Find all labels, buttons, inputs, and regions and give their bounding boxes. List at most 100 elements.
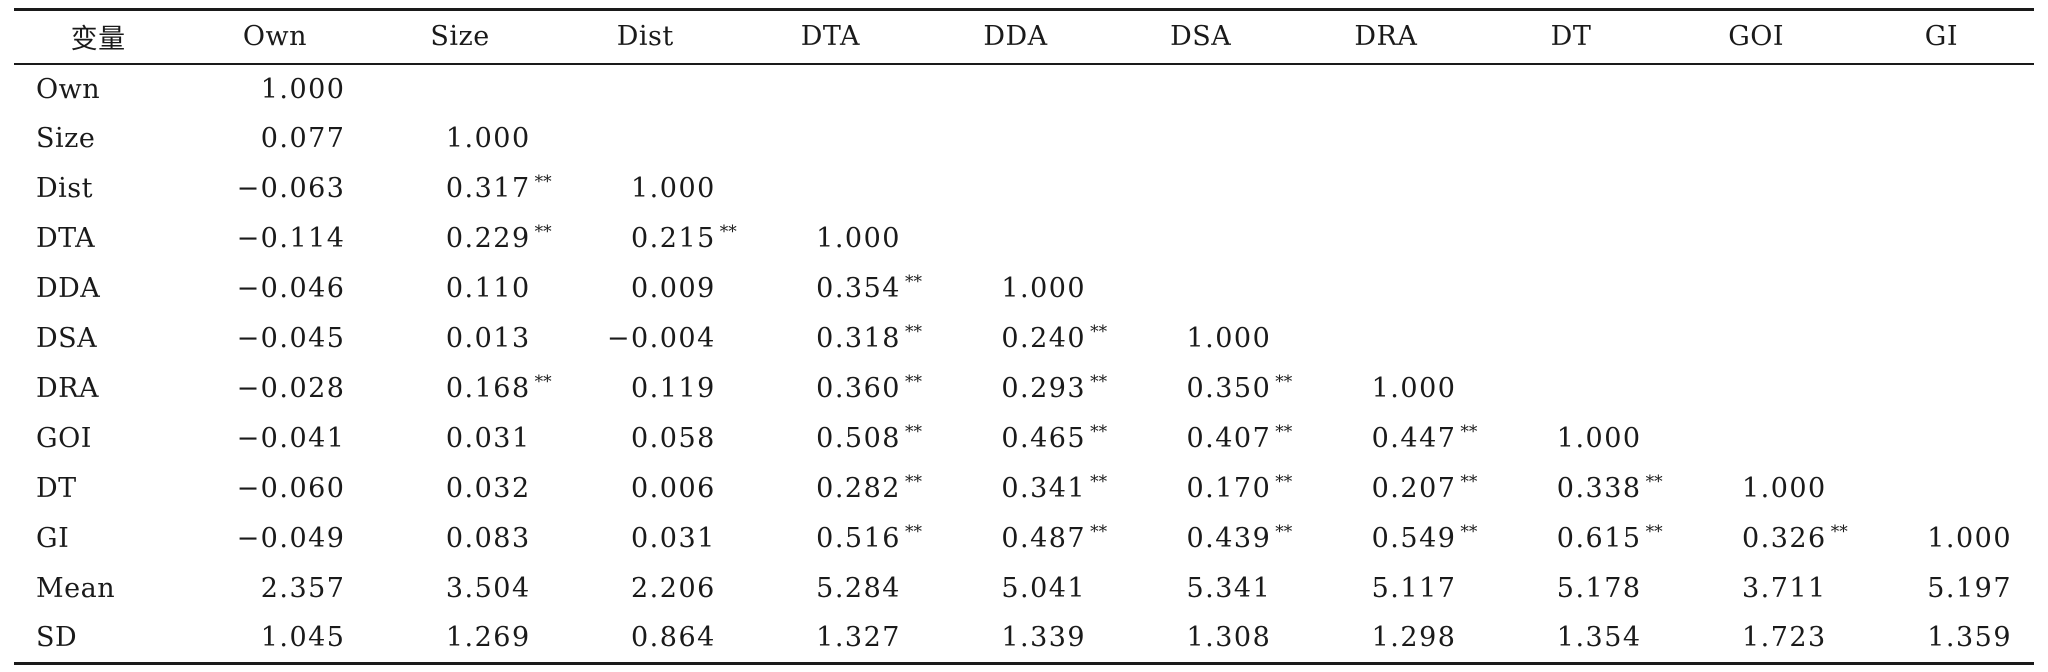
- table-cell: 1.339: [922, 613, 1109, 665]
- empty-cell: [553, 64, 738, 114]
- cell-value: 1.308: [1186, 622, 1272, 654]
- cell-value: −0.063: [236, 173, 346, 204]
- table-cell: 0.168 **: [367, 364, 552, 414]
- table-cell: 0.013: [367, 314, 552, 364]
- column-header-dt: DT: [1478, 8, 1664, 65]
- cell-value: 3.504: [445, 573, 531, 604]
- empty-cell: [1108, 264, 1293, 314]
- significance-marker: **: [534, 371, 552, 392]
- cell-value: 0.229: [445, 223, 531, 254]
- empty-cell: [1108, 64, 1293, 114]
- table-cell: 1.045: [182, 613, 368, 665]
- table-cell: 1.000: [553, 164, 738, 214]
- cell-value: 0.549: [1371, 523, 1457, 554]
- row-label: GOI: [36, 423, 92, 454]
- cell-value: −0.046: [236, 273, 346, 304]
- table-cell: 1.000: [1108, 314, 1293, 364]
- row-label: Dist: [36, 173, 93, 204]
- cell-value: −0.114: [236, 223, 346, 254]
- empty-cell: [923, 64, 1108, 114]
- cell-value: 0.240: [1001, 323, 1087, 354]
- empty-cell: [1478, 364, 1663, 414]
- cell-value: 0.006: [631, 473, 716, 504]
- cell-value: 1.000: [1001, 273, 1087, 304]
- empty-cell: [1664, 414, 1849, 464]
- column-header-dist: Dist: [552, 8, 738, 65]
- empty-cell: [1849, 314, 2034, 364]
- table-cell: 1.354: [1478, 613, 1664, 665]
- row-label: DRA: [36, 373, 99, 404]
- table-cell: 0.338 **: [1478, 464, 1663, 514]
- significance-marker: **: [1090, 321, 1108, 342]
- empty-cell: [1478, 164, 1663, 214]
- table-cell: 0.077: [182, 114, 367, 164]
- table-cell: 0.170 **: [1108, 464, 1293, 514]
- table-cell: 1.000: [1849, 514, 2034, 564]
- table-cell: 0.318 **: [738, 314, 923, 364]
- table-row: GI −0.049 0.083 0.031 0.516 ** 0.487 ** 0.439 ** 0…: [14, 514, 2034, 564]
- table-cell: 0.447 **: [1293, 414, 1478, 464]
- cell-value: 0.031: [445, 423, 531, 454]
- significance-marker: **: [904, 421, 922, 442]
- significance-marker: **: [1460, 521, 1478, 542]
- cell-value: 0.360: [816, 373, 901, 404]
- cell-value: 0.031: [631, 523, 716, 554]
- cell-value: 1.000: [260, 73, 346, 105]
- column-header-own: Own: [182, 8, 368, 65]
- empty-cell: [1664, 114, 1849, 164]
- cell-value: 0.439: [1186, 523, 1272, 554]
- table-cell: 0.031: [367, 414, 552, 464]
- cell-value: 5.041: [1001, 573, 1087, 604]
- table-row: GOI −0.041 0.031 0.058 0.508 ** 0.465 ** 0.407 **…: [14, 414, 2034, 464]
- cell-value: 0.170: [1186, 473, 1272, 504]
- table-cell: 0.407 **: [1108, 414, 1293, 464]
- cell-value: 1.298: [1371, 622, 1457, 654]
- table-cell: 0.006: [553, 464, 738, 514]
- table-row: Mean 2.357 3.504 2.206 5.284 5.041 5.341 5.117 5…: [14, 564, 2034, 614]
- cell-value: 0.508: [816, 423, 901, 454]
- empty-cell: [1293, 64, 1478, 114]
- row-label: DDA: [36, 273, 101, 304]
- row-label: Size: [36, 123, 96, 154]
- table-cell: 0.119: [553, 364, 738, 414]
- cell-value: 0.350: [1186, 373, 1272, 404]
- table-cell: 0.229 **: [367, 214, 552, 264]
- table-cell: 0.864: [552, 613, 738, 665]
- empty-cell: [1478, 64, 1663, 114]
- empty-cell: [1293, 264, 1478, 314]
- cell-value: 0.317: [445, 173, 531, 204]
- table-cell: 1.000: [1293, 364, 1478, 414]
- cell-value: 3.711: [1741, 573, 1827, 604]
- table-cell: 0.058: [553, 414, 738, 464]
- table-cell: −0.041: [182, 414, 367, 464]
- cell-value: 1.000: [1371, 373, 1457, 404]
- significance-marker: **: [1275, 521, 1293, 542]
- cell-value: −0.045: [236, 323, 346, 354]
- column-header-dra: DRA: [1293, 8, 1479, 65]
- table-cell: 1.000: [182, 64, 367, 114]
- column-header-variable: 变量: [14, 8, 183, 65]
- empty-cell: [738, 64, 923, 114]
- significance-marker: **: [1090, 471, 1108, 492]
- significance-marker: **: [1275, 371, 1293, 392]
- table-cell: 0.317 **: [367, 164, 552, 214]
- cell-value: 2.206: [631, 573, 716, 604]
- table-header-row: 变量 Own Size Dist DTA DDA DSA DRA DT GOI GI: [14, 8, 2034, 65]
- table-row: DRA −0.028 0.168 ** 0.119 0.360 ** 0.293 ** 0.350…: [14, 364, 2034, 414]
- cell-value: 0.032: [445, 473, 531, 504]
- empty-cell: [1478, 214, 1663, 264]
- significance-marker: **: [1090, 421, 1108, 442]
- table-cell: 1.723: [1663, 613, 1849, 665]
- empty-cell: [1108, 164, 1293, 214]
- cell-value: 5.284: [816, 573, 901, 604]
- cell-value: 5.178: [1556, 573, 1642, 604]
- significance-marker: **: [1645, 521, 1663, 542]
- table-cell: 0.354 **: [738, 264, 923, 314]
- empty-cell: [1664, 264, 1849, 314]
- table-cell: −0.114: [182, 214, 367, 264]
- significance-marker: **: [1090, 521, 1108, 542]
- cell-value: 1.000: [816, 223, 901, 254]
- column-header-dda: DDA: [922, 8, 1109, 65]
- cell-value: −0.004: [606, 323, 716, 354]
- cell-value: 0.864: [631, 622, 716, 654]
